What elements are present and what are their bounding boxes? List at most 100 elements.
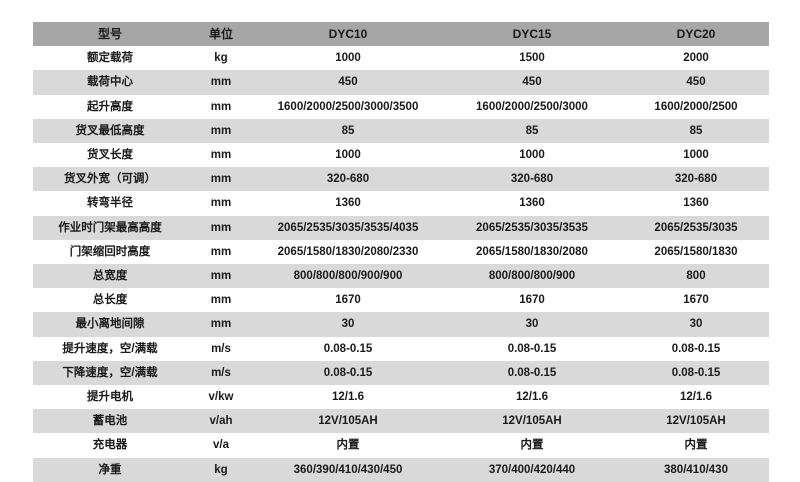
cell-spec-name: 提升速度，空/满载 bbox=[33, 336, 187, 361]
cell-value-dyc15: 800/800/800/900 bbox=[441, 264, 623, 289]
cell-spec-name: 转弯半径 bbox=[33, 191, 187, 216]
cell-value-dyc10: 1670 bbox=[255, 288, 441, 313]
cell-value-dyc10: 2065/1580/1830/2080/2330 bbox=[255, 239, 441, 265]
cell-value-dyc20: 0.08-0.15 bbox=[623, 336, 769, 361]
cell-value-dyc20: 1600/2000/2500 bbox=[623, 94, 769, 119]
table-row: 净重 kg 360/390/410/430/450 370/400/420/440 38… bbox=[33, 457, 769, 482]
table-row: 转弯半径 mm 1360 1360 1360 bbox=[33, 191, 769, 216]
table-row: 最小离地间隙 mm 30 30 30 bbox=[33, 312, 769, 337]
cell-value-dyc15: 30 bbox=[441, 312, 623, 337]
cell-spec-unit: mm bbox=[187, 288, 255, 313]
cell-spec-unit: mm bbox=[187, 118, 255, 144]
table-row: 总长度 mm 1670 1670 1670 bbox=[33, 288, 769, 313]
cell-spec-unit: mm bbox=[187, 70, 255, 95]
cell-value-dyc20: 380/410/430 bbox=[623, 457, 769, 482]
cell-spec-unit: mm bbox=[187, 167, 255, 192]
cell-value-dyc10: 1600/2000/2500/3000/3500 bbox=[255, 94, 441, 119]
table-row: 下降速度，空/满载 m/s 0.08-0.15 0.08-0.15 0.08-0.15 bbox=[33, 360, 769, 386]
cell-spec-name: 货叉最低高度 bbox=[33, 118, 187, 144]
table-row: 起升高度 mm 1600/2000/2500/3000/3500 1600/2000/… bbox=[33, 94, 769, 119]
cell-value-dyc20: 450 bbox=[623, 70, 769, 95]
cell-spec-unit: mm bbox=[187, 143, 255, 168]
cell-value-dyc20: 2065/1580/1830 bbox=[623, 239, 769, 265]
cell-spec-name: 载荷中心 bbox=[33, 70, 187, 95]
cell-value-dyc15: 1360 bbox=[441, 191, 623, 216]
cell-value-dyc15: 0.08-0.15 bbox=[441, 336, 623, 361]
cell-spec-unit: mm bbox=[187, 264, 255, 289]
cell-value-dyc10: 1000 bbox=[255, 46, 441, 71]
cell-spec-unit: v/kw bbox=[187, 385, 255, 410]
cell-value-dyc10: 1000 bbox=[255, 143, 441, 168]
cell-value-dyc15: 12V/105AH bbox=[441, 409, 623, 434]
cell-spec-unit: v/a bbox=[187, 433, 255, 458]
cell-spec-name: 蓄电池 bbox=[33, 409, 187, 434]
cell-value-dyc20: 30 bbox=[623, 312, 769, 337]
cell-spec-unit: kg bbox=[187, 457, 255, 482]
cell-spec-unit: mm bbox=[187, 215, 255, 240]
cell-value-dyc10: 0.08-0.15 bbox=[255, 360, 441, 386]
cell-value-dyc20: 0.08-0.15 bbox=[623, 360, 769, 386]
cell-value-dyc15: 85 bbox=[441, 118, 623, 144]
cell-value-dyc10: 12V/105AH bbox=[255, 409, 441, 434]
table-body: 额定载荷 kg 1000 1500 2000 载荷中心 mm 450 450 450 起升高度 mm 1… bbox=[33, 46, 769, 482]
cell-spec-name: 最小离地间隙 bbox=[33, 312, 187, 337]
table-row: 门架缩回时高度 mm 2065/1580/1830/2080/2330 2065/15… bbox=[33, 239, 769, 265]
cell-value-dyc15: 320-680 bbox=[441, 167, 623, 192]
cell-spec-name: 充电器 bbox=[33, 433, 187, 458]
cell-value-dyc15: 2065/1580/1830/2080 bbox=[441, 239, 623, 265]
column-header-dyc15: DYC15 bbox=[441, 22, 623, 47]
cell-value-dyc20: 内置 bbox=[623, 433, 769, 458]
cell-spec-name: 总宽度 bbox=[33, 264, 187, 289]
cell-spec-name: 下降速度，空/满载 bbox=[33, 360, 187, 386]
cell-value-dyc10: 0.08-0.15 bbox=[255, 336, 441, 361]
cell-spec-unit: m/s bbox=[187, 336, 255, 361]
table-row: 额定载荷 kg 1000 1500 2000 bbox=[33, 46, 769, 71]
cell-value-dyc10: 内置 bbox=[255, 433, 441, 458]
cell-spec-unit: m/s bbox=[187, 360, 255, 386]
cell-value-dyc10: 800/800/800/900/900 bbox=[255, 264, 441, 289]
table-header-row: 型号 单位 DYC10 DYC15 DYC20 bbox=[33, 22, 769, 47]
cell-spec-unit: mm bbox=[187, 312, 255, 337]
cell-value-dyc10: 360/390/410/430/450 bbox=[255, 457, 441, 482]
table-row: 总宽度 mm 800/800/800/900/900 800/800/800/900 8… bbox=[33, 264, 769, 289]
specification-table-container: 型号 单位 DYC10 DYC15 DYC20 额定载荷 kg 1000 1500 20… bbox=[33, 22, 769, 482]
table-header: 型号 单位 DYC10 DYC15 DYC20 bbox=[33, 22, 769, 47]
cell-value-dyc15: 内置 bbox=[441, 433, 623, 458]
table-row: 作业时门架最高高度 mm 2065/2535/3035/3535/4035 2065/… bbox=[33, 215, 769, 240]
column-header-dyc10: DYC10 bbox=[255, 22, 441, 47]
cell-value-dyc20: 2000 bbox=[623, 46, 769, 71]
table-row: 蓄电池 v/ah 12V/105AH 12V/105AH 12V/105AH bbox=[33, 409, 769, 434]
cell-value-dyc20: 2065/2535/3035 bbox=[623, 215, 769, 240]
table-row: 货叉外宽（可调） mm 320-680 320-680 320-680 bbox=[33, 167, 769, 192]
table-row: 充电器 v/a 内置 内置 内置 bbox=[33, 433, 769, 458]
cell-spec-name: 提升电机 bbox=[33, 385, 187, 410]
cell-value-dyc20: 800 bbox=[623, 264, 769, 289]
cell-value-dyc20: 12/1.6 bbox=[623, 385, 769, 410]
table-row: 提升电机 v/kw 12/1.6 12/1.6 12/1.6 bbox=[33, 385, 769, 410]
cell-value-dyc15: 1500 bbox=[441, 46, 623, 71]
cell-value-dyc15: 450 bbox=[441, 70, 623, 95]
cell-spec-name: 净重 bbox=[33, 457, 187, 482]
cell-spec-name: 额定载荷 bbox=[33, 46, 187, 71]
cell-spec-unit: mm bbox=[187, 94, 255, 119]
cell-value-dyc15: 12/1.6 bbox=[441, 385, 623, 410]
cell-value-dyc20: 1000 bbox=[623, 143, 769, 168]
cell-value-dyc20: 85 bbox=[623, 118, 769, 144]
cell-spec-name: 货叉长度 bbox=[33, 143, 187, 168]
cell-spec-name: 门架缩回时高度 bbox=[33, 239, 187, 265]
cell-spec-name: 起升高度 bbox=[33, 94, 187, 119]
cell-value-dyc10: 30 bbox=[255, 312, 441, 337]
cell-value-dyc20: 1360 bbox=[623, 191, 769, 216]
table-row: 货叉长度 mm 1000 1000 1000 bbox=[33, 143, 769, 168]
cell-value-dyc10: 12/1.6 bbox=[255, 385, 441, 410]
cell-value-dyc15: 1000 bbox=[441, 143, 623, 168]
cell-spec-name: 作业时门架最高高度 bbox=[33, 215, 187, 240]
cell-value-dyc20: 12V/105AH bbox=[623, 409, 769, 434]
cell-value-dyc10: 320-680 bbox=[255, 167, 441, 192]
cell-value-dyc10: 1360 bbox=[255, 191, 441, 216]
column-header-dyc20: DYC20 bbox=[623, 22, 769, 47]
cell-value-dyc20: 320-680 bbox=[623, 167, 769, 192]
cell-value-dyc15: 2065/2535/3035/3535 bbox=[441, 215, 623, 240]
specification-table: 型号 单位 DYC10 DYC15 DYC20 额定载荷 kg 1000 1500 20… bbox=[33, 22, 769, 482]
cell-value-dyc20: 1670 bbox=[623, 288, 769, 313]
